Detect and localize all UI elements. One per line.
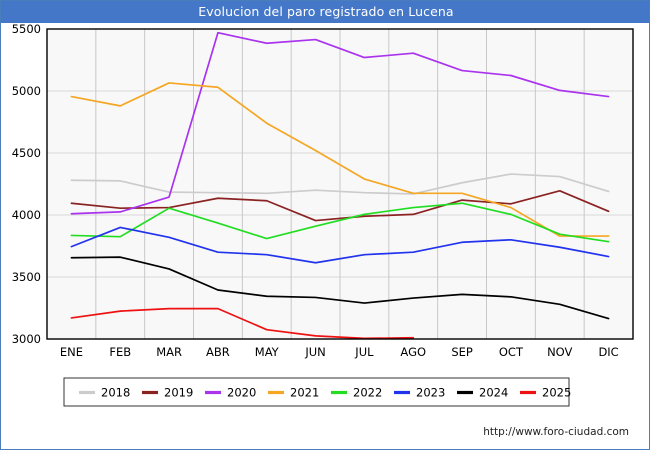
series-line-2020 bbox=[70, 31, 610, 215]
y-axis-tick-label: 3500 bbox=[12, 270, 41, 284]
series-line-2019 bbox=[70, 189, 610, 222]
legend-label-2018[interactable]: 2018 bbox=[101, 386, 130, 400]
x-axis-tick-label: ABR bbox=[206, 345, 230, 359]
legend-label-2019[interactable]: 2019 bbox=[164, 386, 193, 400]
legend-label-2024[interactable]: 2024 bbox=[479, 386, 508, 400]
x-axis-tick-label: JUN bbox=[304, 345, 325, 359]
plot-area-border bbox=[46, 28, 634, 340]
x-axis-tick-label: AGO bbox=[400, 345, 426, 359]
x-axis-tick-label: JUL bbox=[354, 345, 374, 359]
x-axis-tick-label: MAY bbox=[255, 345, 280, 359]
series-line-2021 bbox=[70, 82, 610, 237]
legend-label-2020[interactable]: 2020 bbox=[227, 386, 256, 400]
x-axis-tick-label: SEP bbox=[451, 345, 473, 359]
series-line-2018 bbox=[70, 173, 610, 195]
series-line-2023 bbox=[70, 226, 610, 264]
y-axis-tick-label: 3000 bbox=[12, 332, 41, 346]
series-line-2024 bbox=[70, 256, 610, 320]
x-axis-tick-label: MAR bbox=[156, 345, 182, 359]
y-axis-tick-label: 4000 bbox=[12, 208, 41, 222]
series-line-2025 bbox=[70, 307, 415, 340]
series-lines bbox=[70, 31, 610, 340]
y-axis-tick-labels: 3000 3500 4000 4500 5000 5500 bbox=[12, 23, 41, 346]
vertical-gridlines bbox=[95, 29, 585, 339]
x-axis-tick-label: DIC bbox=[598, 345, 618, 359]
x-axis-tick-label: OCT bbox=[499, 345, 524, 359]
source-url: http://www.foro-ciudad.com bbox=[483, 426, 629, 438]
y-axis-tick-label: 5500 bbox=[12, 23, 41, 36]
legend-label-2022[interactable]: 2022 bbox=[353, 386, 382, 400]
series-line-2022 bbox=[70, 202, 610, 243]
page-title: Evolucion del paro registrado en Lucena bbox=[198, 4, 454, 19]
y-axis-tick-label: 4500 bbox=[12, 146, 41, 160]
legend-label-2021[interactable]: 2021 bbox=[290, 386, 319, 400]
x-axis-tick-label: ENE bbox=[60, 345, 83, 359]
y-axis-tick-label: 5000 bbox=[12, 84, 41, 98]
x-axis-tick-labels: ENE FEB MAR ABR MAY JUN JUL AGO SEP OCT NOV DIC bbox=[60, 345, 619, 359]
window-title-bar: Evolucion del paro registrado en Lucena bbox=[1, 1, 649, 23]
chart-legend: 2018 2019 2020 2021 2022 2023 2024 2025 bbox=[63, 377, 571, 407]
x-axis-tick-label: FEB bbox=[109, 345, 131, 359]
x-axis-tick-label: NOV bbox=[547, 345, 572, 359]
legend-label-2025[interactable]: 2025 bbox=[542, 386, 571, 400]
chart-container: 3000 3500 4000 4500 5000 5500 ENE FEB MAR ABR MAY… bbox=[1, 23, 649, 449]
line-chart: 3000 3500 4000 4500 5000 5500 ENE FEB MAR ABR MAY… bbox=[12, 23, 634, 438]
legend-label-2023[interactable]: 2023 bbox=[416, 386, 445, 400]
